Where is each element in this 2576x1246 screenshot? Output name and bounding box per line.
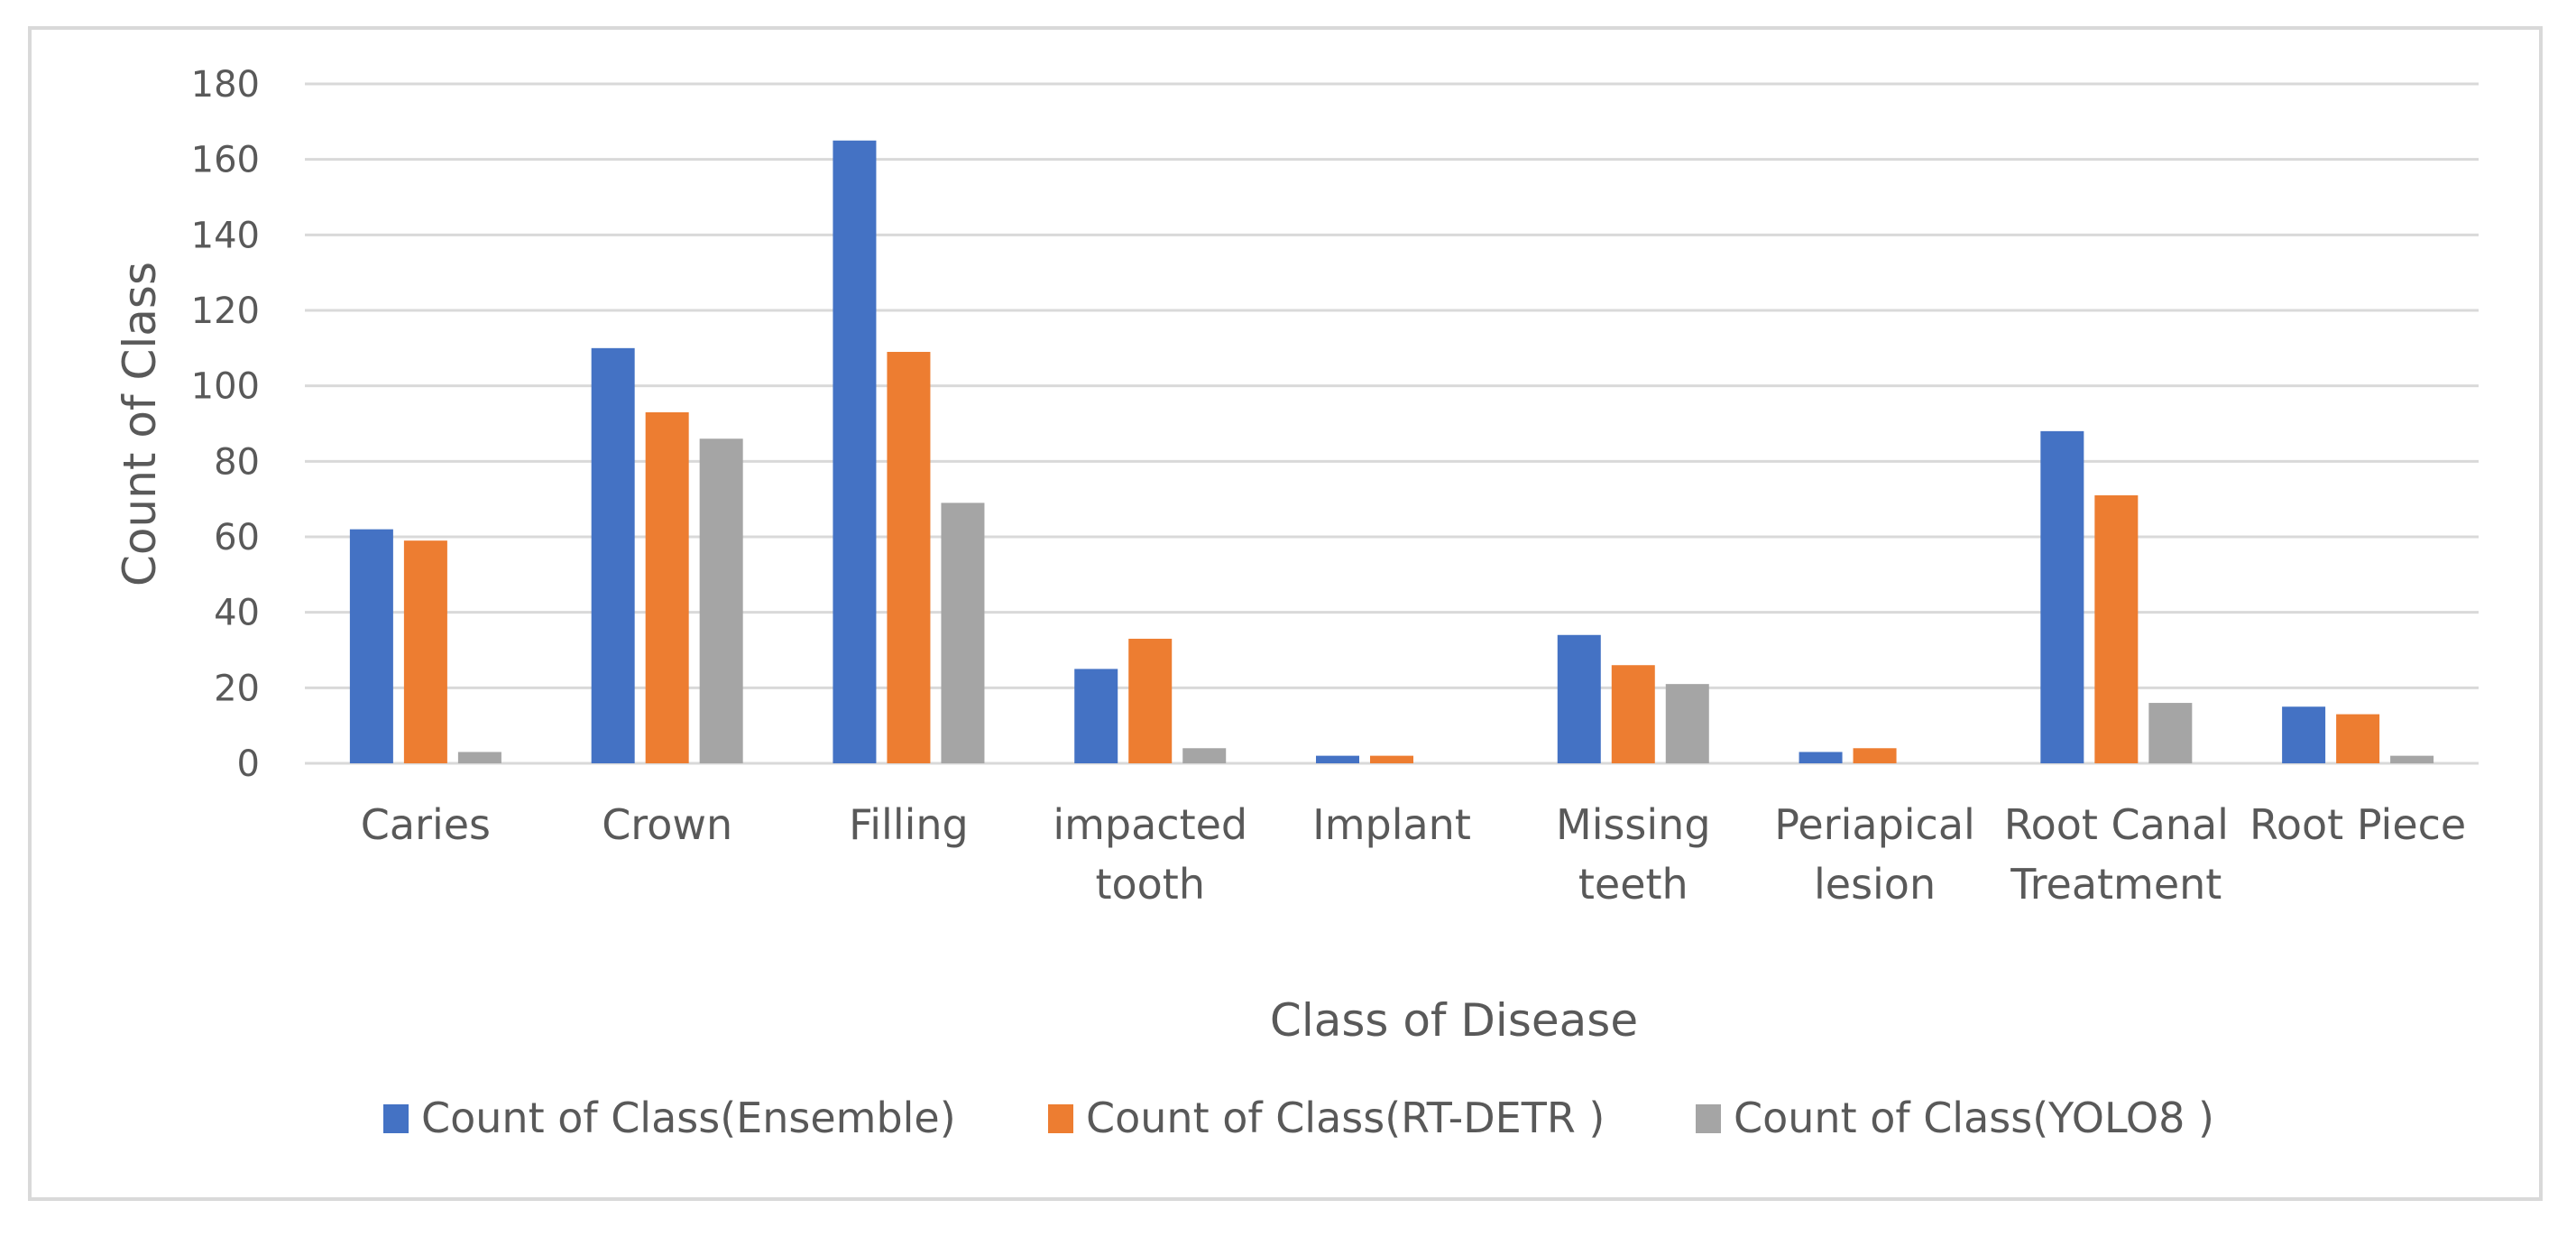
bar-3-2 <box>941 503 985 763</box>
bar-3-0 <box>457 752 501 763</box>
legend-swatch <box>1048 1104 1073 1133</box>
bar-2-3 <box>1128 638 1173 763</box>
legend-label: Count of Class(RT-DETR ) <box>1086 1094 1605 1142</box>
bar-2-8 <box>2336 714 2380 763</box>
y-tick-label: 20 <box>214 668 260 709</box>
bar-2-1 <box>645 411 689 763</box>
bar-2-2 <box>887 352 931 763</box>
bar-1-5 <box>1557 634 1601 763</box>
bar-2-5 <box>1611 665 1655 763</box>
x-tick-label: Root Canal <box>2004 800 2229 849</box>
bar-2-6 <box>1853 748 1897 763</box>
y-tick-label: 0 <box>237 743 260 785</box>
bar-1-2 <box>833 140 877 763</box>
x-tick-label: Filling <box>849 800 969 849</box>
bar-3-5 <box>1665 684 1709 763</box>
x-tick-label: lesion <box>1814 860 1936 909</box>
x-tick-label: Periapical <box>1774 800 1975 849</box>
x-tick-label: Missing <box>1556 800 1711 849</box>
x-tick-label: Root Piece <box>2249 800 2466 849</box>
x-tick-label: teeth <box>1578 860 1688 909</box>
bar-1-1 <box>591 347 635 763</box>
bar-3-7 <box>2148 703 2193 763</box>
legend-swatch <box>1696 1104 1721 1133</box>
bar-2-7 <box>2094 494 2139 763</box>
bar-1-3 <box>1074 669 1118 763</box>
legend-label: Count of Class(Ensemble) <box>421 1094 956 1142</box>
y-tick-label: 80 <box>214 441 260 483</box>
y-tick-label: 100 <box>191 366 260 408</box>
x-tick-label: tooth <box>1095 860 1205 909</box>
y-axis-title: Count of Class <box>114 262 166 586</box>
y-tick-label: 140 <box>191 215 260 256</box>
bar-2-4 <box>1370 755 1413 763</box>
bar-1-6 <box>1799 752 1843 763</box>
bar-1-7 <box>2040 430 2084 763</box>
bar-3-1 <box>699 438 743 763</box>
bar-3-3 <box>1182 748 1227 763</box>
y-tick-label: 120 <box>191 291 260 332</box>
y-tick-label: 160 <box>191 140 260 181</box>
x-axis-title: Class of Disease <box>1270 994 1638 1047</box>
bar-1-8 <box>2282 706 2326 763</box>
legend-label: Count of Class(YOLO8 ) <box>1734 1094 2214 1142</box>
x-tick-label: Crown <box>602 800 732 849</box>
x-tick-label: Implant <box>1312 800 1471 849</box>
bar-3-8 <box>2390 755 2434 763</box>
legend-swatch <box>383 1104 409 1133</box>
y-tick-label: 180 <box>191 64 260 106</box>
x-tick-label: Treatment <box>2010 860 2222 909</box>
bar-1-0 <box>349 529 393 763</box>
bar-1-4 <box>1316 755 1359 763</box>
y-tick-label: 40 <box>214 593 260 634</box>
y-tick-label: 60 <box>214 517 260 558</box>
bar-2-0 <box>403 540 447 763</box>
x-tick-label: impacted <box>1053 800 1247 849</box>
x-tick-label: Caries <box>361 800 491 849</box>
